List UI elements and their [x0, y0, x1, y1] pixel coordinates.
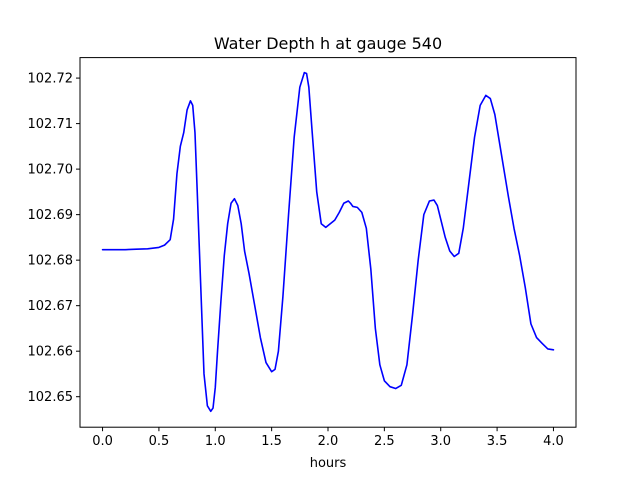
y-tick-label: 102.67	[28, 299, 74, 314]
x-tick-label: 2.5	[374, 434, 395, 449]
x-tick-label: 0.5	[149, 434, 170, 449]
y-tick-label: 102.65	[28, 390, 74, 405]
x-tick-label: 0.0	[92, 434, 113, 449]
x-axis: 0.0 0.5 1.0 1.5 2.0 2.5 3.0 3.5 4.0	[92, 427, 564, 449]
x-tick-label: 1.5	[261, 434, 282, 449]
x-tick-label: 4.0	[543, 434, 564, 449]
y-tick-label: 102.70	[28, 163, 74, 178]
y-tick-label: 102.72	[28, 72, 74, 87]
y-axis: 102.65 102.66 102.67 102.68 102.69 102.70 102.…	[28, 72, 80, 405]
y-tick-label: 102.69	[28, 208, 74, 223]
y-tick-label: 102.71	[28, 117, 74, 132]
series-line-0	[101, 71, 555, 413]
x-tick-label: 2.0	[318, 434, 339, 449]
x-axis-label: hours	[310, 456, 347, 471]
chart-title: Water Depth h at gauge 540	[214, 34, 442, 53]
x-tick-label: 3.0	[430, 434, 451, 449]
y-tick-label: 102.66	[28, 345, 74, 360]
x-tick-label: 1.0	[205, 434, 226, 449]
x-tick-label: 3.5	[487, 434, 508, 449]
plot-area	[101, 71, 555, 413]
y-tick-label: 102.68	[28, 254, 74, 269]
